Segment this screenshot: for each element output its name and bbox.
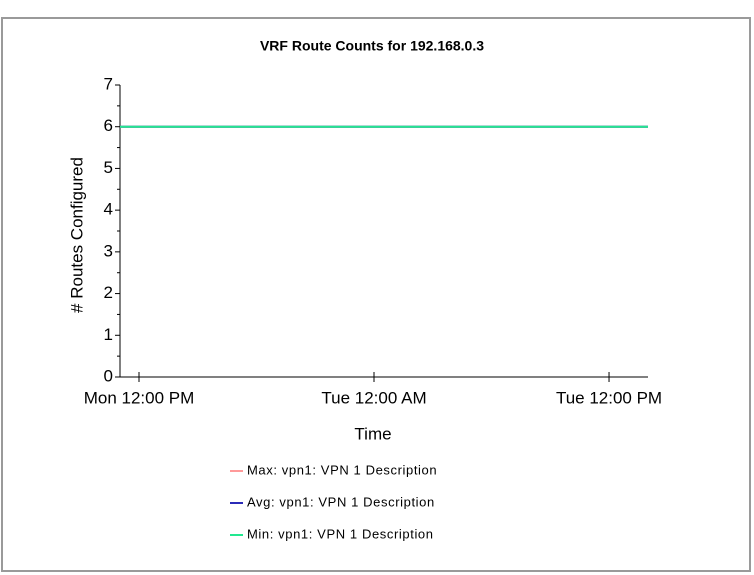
x-tick-label: Mon 12:00 PM	[84, 388, 195, 407]
y-axis-label: # Routes Configured	[67, 157, 86, 313]
legend-label: Avg: vpn1: VPN 1 Description	[247, 494, 435, 509]
y-tick-label: 2	[104, 283, 113, 302]
y-tick-label: 7	[104, 74, 113, 93]
x-axis-label: Time	[354, 424, 391, 443]
y-tick-label: 4	[104, 200, 113, 219]
y-tick-label: 5	[104, 158, 113, 177]
x-tick-label: Tue 12:00 PM	[556, 388, 662, 407]
legend-label: Min: vpn1: VPN 1 Description	[247, 526, 434, 541]
y-tick-label: 6	[104, 116, 113, 135]
y-tick-label: 0	[104, 366, 113, 385]
y-tick-label: 1	[104, 325, 113, 344]
chart-title: VRF Route Counts for 192.168.0.3	[260, 38, 484, 54]
y-tick-label: 3	[104, 241, 113, 260]
legend-label: Max: vpn1: VPN 1 Description	[247, 462, 437, 477]
x-tick-label: Tue 12:00 AM	[321, 388, 426, 407]
panel	[1, 17, 751, 572]
